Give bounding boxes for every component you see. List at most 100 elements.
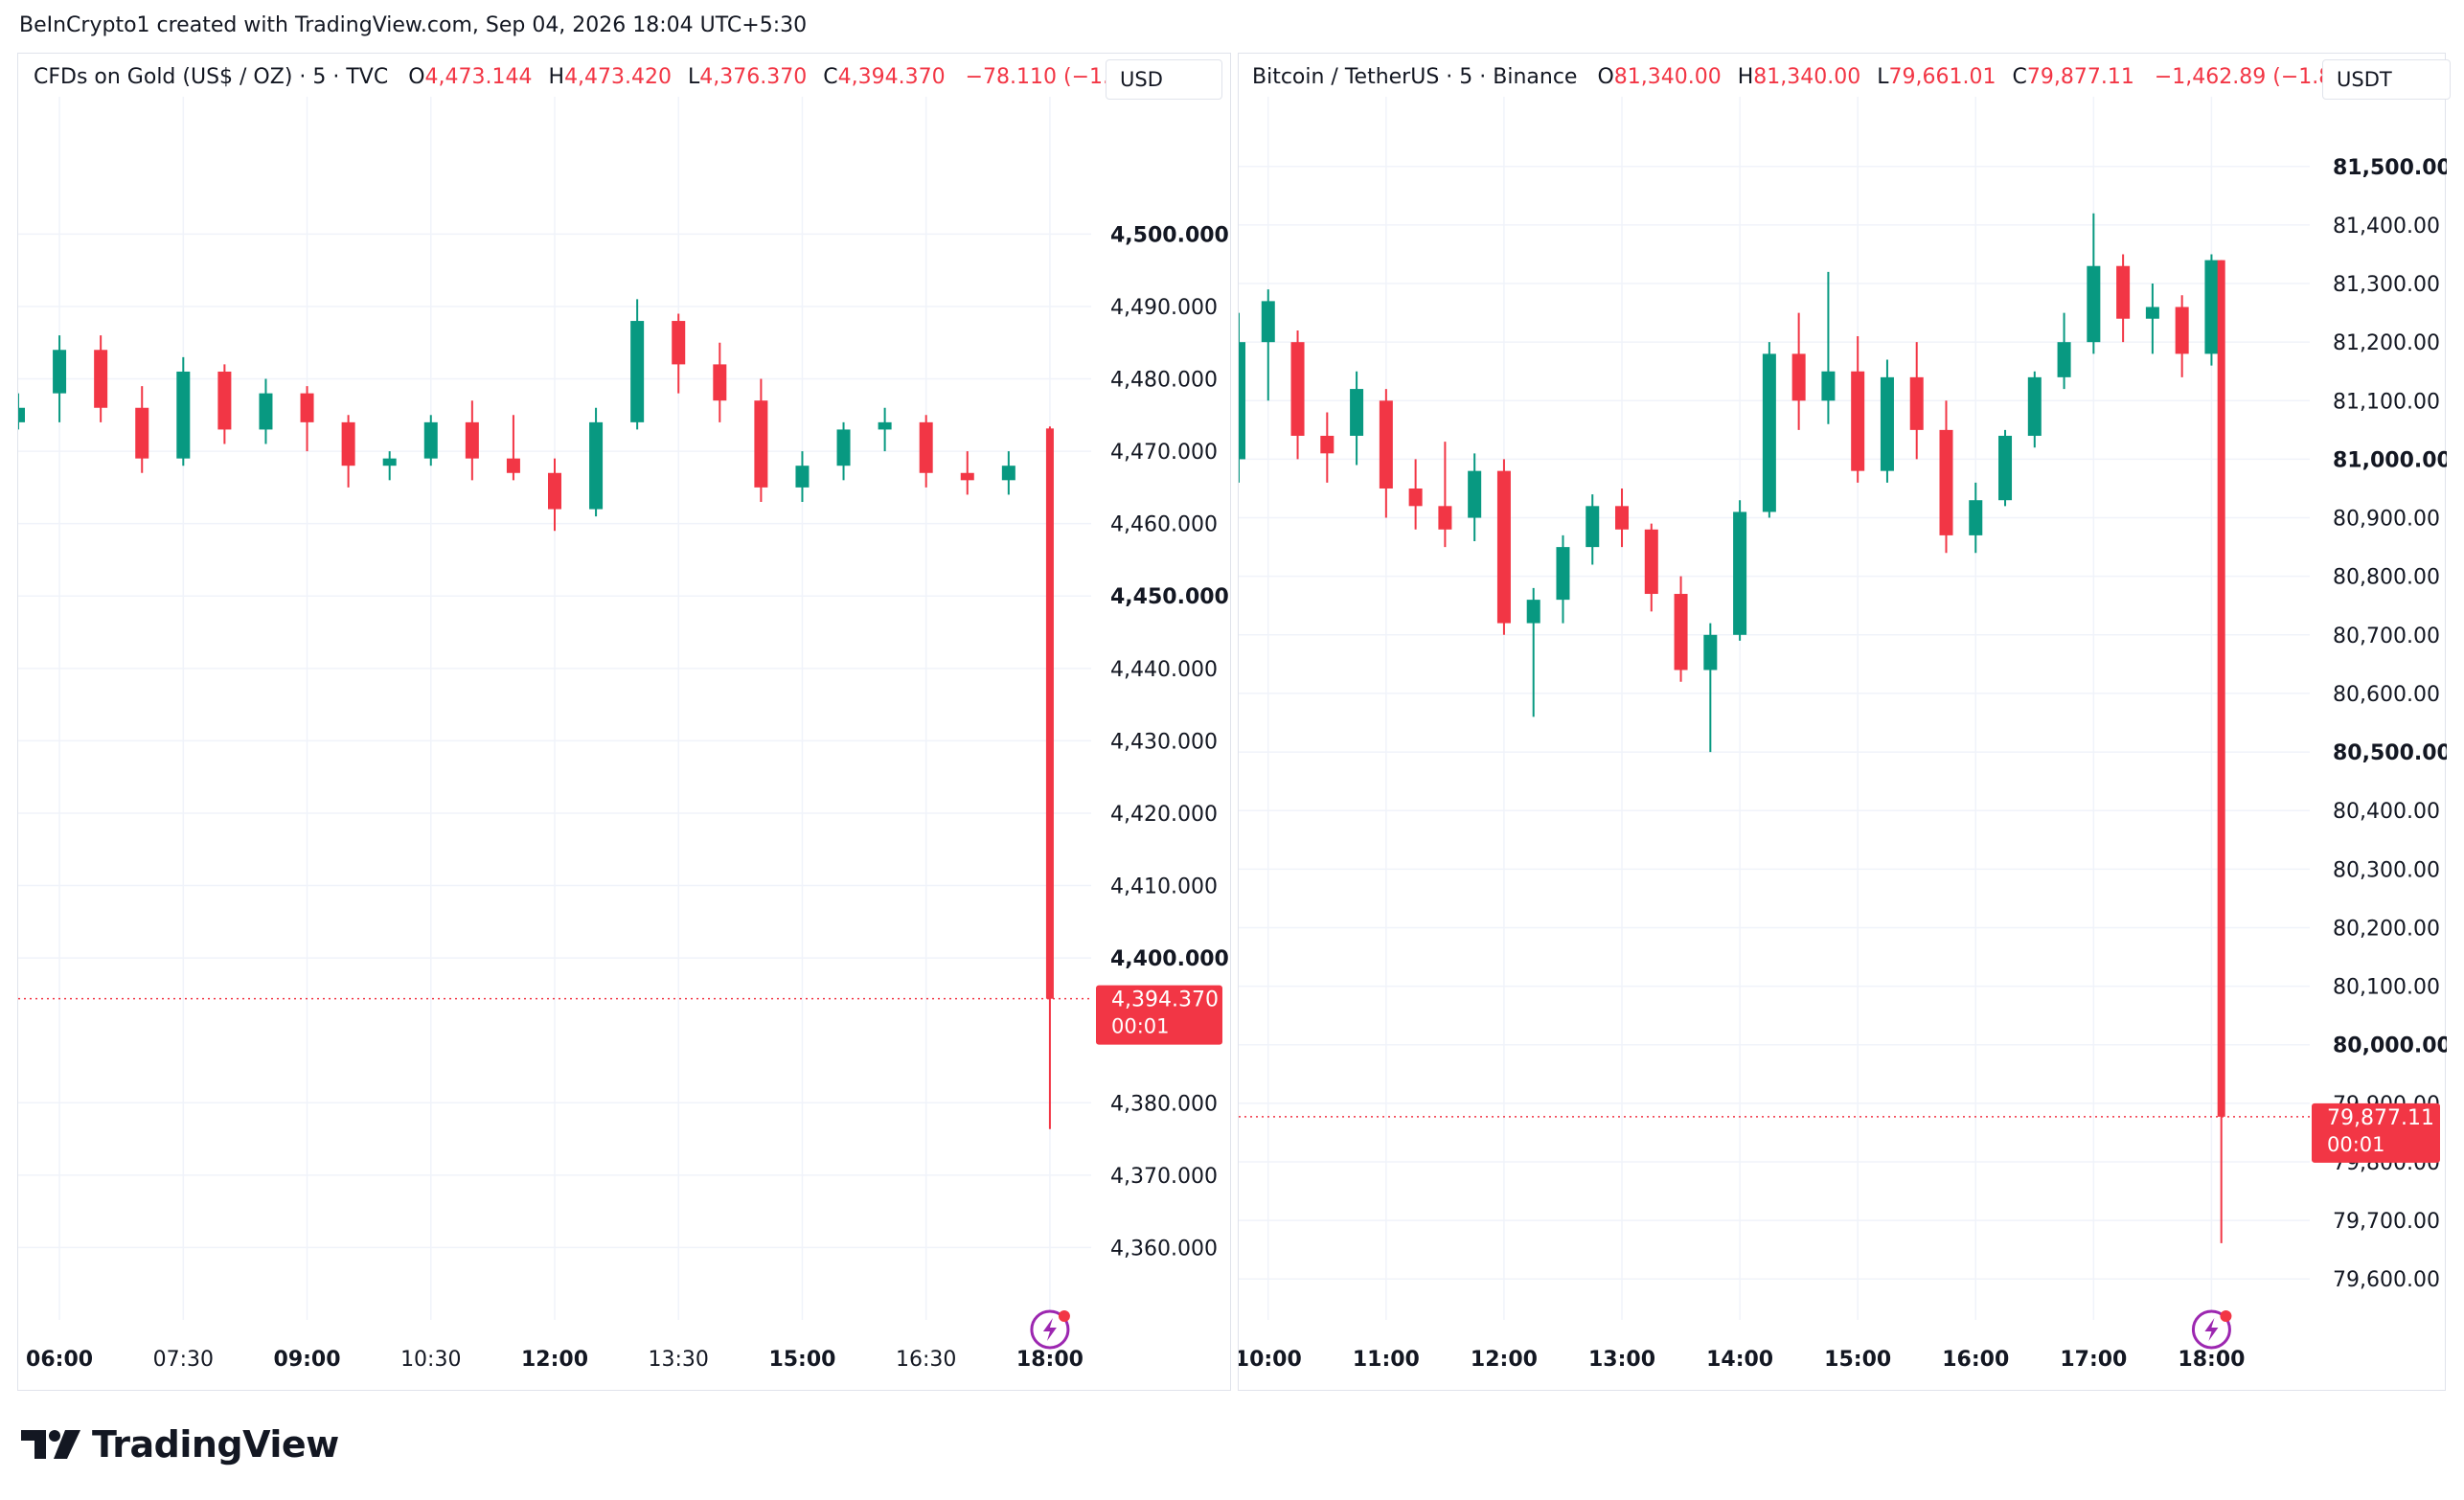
- btc-y-tick-label: 80,700.00: [2333, 625, 2440, 648]
- tradingview-logo[interactable]: TradingView: [21, 1423, 339, 1466]
- btc-lightning-icon[interactable]: [2191, 1309, 2232, 1350]
- btc-close-label: C: [2012, 65, 2027, 89]
- btc-candle: [1438, 442, 1452, 548]
- gold-x-tick-label: 06:00: [26, 1348, 93, 1372]
- btc-candle-body: [1290, 342, 1305, 436]
- gold-y-tick-label: 4,420.000: [1110, 803, 1218, 827]
- gold-currency-unit[interactable]: USD: [1106, 59, 1222, 100]
- gold-low-value: 4,376.370: [699, 65, 808, 89]
- btc-candle-body: [1733, 511, 1747, 635]
- gold-candle: [259, 378, 273, 444]
- gold-close-label: C: [823, 65, 838, 89]
- btc-chart-panel[interactable]: Bitcoin / TetherUS · 5 · Binance O81,340…: [1238, 53, 2451, 1392]
- gold-candle: [176, 356, 191, 466]
- gold-last-price-badge: [1096, 985, 1222, 1045]
- btc-candle-body: [2217, 260, 2225, 1117]
- gold-open-label: O: [408, 65, 425, 89]
- btc-candle: [1408, 459, 1423, 530]
- btc-candle: [1496, 459, 1511, 635]
- gold-open-value: 4,473.144: [424, 65, 533, 89]
- btc-x-tick-label: 12:00: [1471, 1348, 1538, 1372]
- gold-y-tick-label: 4,440.000: [1110, 658, 1218, 682]
- btc-candlestick-chart[interactable]: 81,500.00 81,400.00 81,300.00 81,200.00 81,1…: [1239, 54, 2447, 1392]
- btc-y-tick-label: 80,200.00: [2333, 917, 2440, 941]
- gold-candle: [836, 421, 851, 481]
- btc-candle: [2116, 254, 2131, 343]
- gold-symbol-title[interactable]: CFDs on Gold (US$ / OZ) · 5 · TVC: [34, 65, 389, 89]
- btc-lightning-bolt: [2204, 1318, 2219, 1341]
- gold-x-tick-label: 09:00: [274, 1348, 341, 1372]
- btc-candle-body: [1880, 376, 1894, 471]
- btc-candle-body: [1586, 506, 1600, 548]
- gold-candle: [589, 407, 604, 517]
- btc-candle-body: [1496, 470, 1511, 624]
- btc-candle: [1239, 312, 1245, 483]
- btc-candle-body: [1438, 506, 1452, 530]
- btc-candle: [2145, 284, 2159, 354]
- btc-candle: [1939, 400, 1953, 554]
- btc-candle-body: [1468, 470, 1482, 518]
- btc-candle: [1762, 342, 1776, 518]
- credit-text: BeInCrypto1 created with TradingView.com…: [19, 13, 808, 37]
- gold-candle-body: [878, 421, 892, 430]
- btc-candle: [2175, 295, 2189, 377]
- gold-candle: [672, 313, 686, 394]
- btc-currency-unit[interactable]: USDT: [2322, 59, 2451, 100]
- gold-x-tick-label: 12:00: [521, 1348, 588, 1372]
- gold-candle: [94, 335, 108, 422]
- btc-y-tick-label: 81,500.00: [2333, 156, 2447, 180]
- btc-candle-body: [1556, 547, 1570, 601]
- btc-candle: [1644, 523, 1658, 612]
- btc-candle-body: [2087, 265, 2101, 343]
- gold-y-tick-label: 4,490.000: [1110, 296, 1218, 320]
- btc-candle-body: [1379, 400, 1393, 489]
- gold-candle: [878, 407, 892, 452]
- btc-candle: [1998, 429, 2013, 507]
- gold-candle: [217, 364, 232, 444]
- btc-y-tick-label: 79,600.00: [2333, 1268, 2440, 1292]
- gold-y-tick-label: 4,460.000: [1110, 513, 1218, 537]
- btc-y-tick-label: 79,700.00: [2333, 1210, 2440, 1234]
- gold-candle-body: [1045, 428, 1054, 999]
- btc-notification-dot: [2220, 1310, 2232, 1322]
- gold-candle-body: [176, 371, 191, 459]
- btc-candle-body: [1851, 371, 1865, 471]
- gold-lightning-icon[interactable]: [1030, 1309, 1070, 1350]
- gold-candle: [53, 335, 67, 422]
- btc-candle-body: [1703, 634, 1718, 670]
- btc-high-label: H: [1737, 65, 1754, 89]
- btc-y-tick-label: 80,600.00: [2333, 683, 2440, 707]
- btc-candle: [1320, 412, 1335, 483]
- gold-y-tick-label: 4,360.000: [1110, 1237, 1218, 1261]
- btc-y-tick-label: 81,000.00: [2333, 448, 2447, 472]
- gold-candlestick-chart[interactable]: 4,500.000 4,490.000 4,480.000 4,470.000 4,46…: [18, 54, 1232, 1392]
- gold-candle-body: [465, 421, 479, 459]
- btc-x-tick-label: 18:00: [2178, 1348, 2245, 1372]
- btc-symbol-title[interactable]: Bitcoin / TetherUS · 5 · Binance: [1252, 65, 1578, 89]
- btc-candle: [1379, 389, 1393, 518]
- gold-x-tick-label: 16:30: [896, 1348, 956, 1372]
- btc-candle-body: [2175, 307, 2189, 354]
- btc-x-tick-label: 17:00: [2060, 1348, 2127, 1372]
- btc-y-tick-label: 80,000.00: [2333, 1034, 2447, 1058]
- gold-chart-panel[interactable]: CFDs on Gold (US$ / OZ) · 5 · TVC O4,473…: [17, 53, 1231, 1391]
- gold-candle: [960, 451, 974, 495]
- btc-x-tick-label: 16:00: [1942, 1348, 2009, 1372]
- btc-candle-body: [2057, 342, 2071, 377]
- btc-candle-body: [1998, 435, 2013, 501]
- tradingview-logo-icon: [21, 1430, 80, 1459]
- btc-candle: [2204, 254, 2219, 366]
- btc-candle: [1703, 623, 1718, 753]
- btc-candle-body: [2027, 376, 2042, 436]
- gold-candle: [630, 299, 645, 430]
- gold-high-label: H: [548, 65, 565, 89]
- gold-candle-body: [217, 371, 232, 430]
- btc-x-tick-label: 15:00: [1824, 1348, 1891, 1372]
- gold-low-label: L: [688, 65, 700, 89]
- btc-candle: [2087, 213, 2101, 354]
- gold-last-price-text: 4,394.370: [1111, 989, 1219, 1012]
- gold-candle-body: [94, 350, 108, 408]
- gold-candle-body: [548, 472, 561, 510]
- gold-candle-body: [795, 466, 810, 488]
- btc-candle-body: [1644, 529, 1658, 595]
